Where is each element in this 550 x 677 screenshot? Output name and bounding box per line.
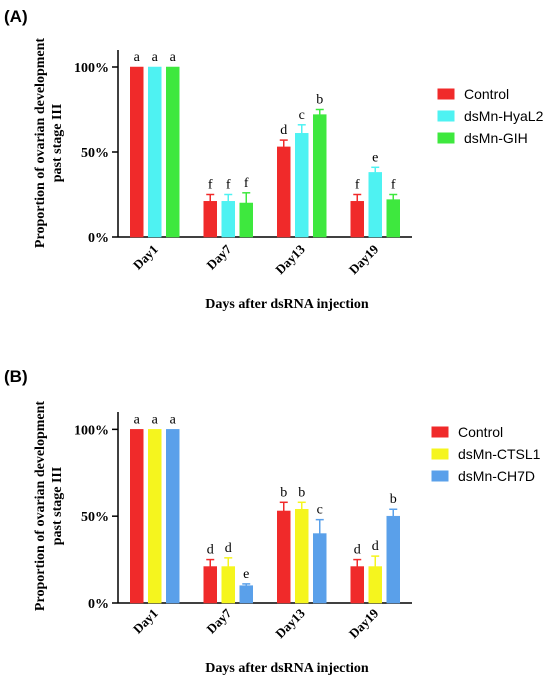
y-axis-label-line: Proportion of ovarian development [33,38,48,248]
panel-label: (A) [4,7,28,26]
bar [295,133,309,238]
significance-letter: f [391,178,396,193]
y-tick-label: 0% [88,597,109,612]
legend-swatch [431,448,449,460]
legend-swatch [437,110,455,122]
significance-letter: e [243,567,249,582]
y-tick-label: 100% [74,423,109,438]
significance-letter: b [316,93,323,108]
x-tick-label: Day1 [130,242,161,273]
significance-letter: f [244,176,249,191]
bar [148,66,162,238]
bar [239,202,253,238]
bar [203,201,217,238]
chart-panel-2: (B) Proportion of ovarian development past… [4,367,541,676]
significance-letter: e [372,150,378,165]
bar [386,515,400,604]
significance-letter: b [280,485,287,500]
significance-letter: f [355,178,360,193]
x-tick-label: Day13 [272,605,308,641]
legend-swatch [431,470,449,482]
bar [148,429,162,604]
x-axis-label: Days after dsRNA injection [205,661,369,676]
bar [130,66,144,238]
significance-letter: a [134,50,141,65]
legend-swatch [431,426,449,438]
bar [350,201,364,238]
legend-label: dsMn-HyaL2 [464,108,544,124]
bar [313,533,327,604]
bar [277,510,291,604]
legend-label: dsMn-CTSL1 [458,446,541,462]
bar [130,429,144,604]
x-tick-label: Day7 [203,605,234,636]
x-axis-label: Days after dsRNA injection [205,297,369,312]
bar [368,566,382,604]
bar [239,585,253,604]
y-tick-label: 50% [81,146,109,161]
y-axis-label-line: past stage III [50,104,65,183]
x-tick-label: Day19 [346,605,382,641]
y-axis-label-line: past stage III [50,467,65,546]
x-tick-label: Day19 [346,241,382,277]
significance-letter: d [207,543,214,558]
significance-letter: b [390,492,397,507]
legend-label: dsMn-GIH [464,130,528,146]
significance-letter: a [152,412,159,427]
significance-letter: c [317,503,323,518]
bar [166,66,180,238]
significance-letter: f [226,178,231,193]
legend-label: dsMn-CH7D [458,468,535,484]
panel-label: (B) [4,367,28,386]
y-axis-label-line: Proportion of ovarian development [33,401,48,611]
significance-letter: a [170,412,177,427]
bar [350,566,364,604]
significance-letter: f [208,178,213,193]
significance-letter: d [372,539,379,554]
legend-swatch [437,88,455,100]
y-tick-label: 0% [88,231,109,246]
y-axis-label: Proportion of ovarian development past st… [33,38,65,248]
bar [277,146,291,238]
significance-letter: b [298,485,305,500]
bar [203,566,217,604]
bar [295,508,309,604]
bar [221,201,235,238]
significance-letter: a [134,412,141,427]
bar [166,429,180,604]
bar [386,199,400,238]
significance-letter: a [152,50,159,65]
y-axis-label: Proportion of ovarian development past st… [33,401,65,611]
significance-letter: a [170,50,177,65]
significance-letter: c [299,108,305,123]
bar [221,566,235,604]
y-tick-label: 100% [74,61,109,76]
chart-panel-1: (A) Proportion of ovarian development past… [4,7,544,312]
significance-letter: d [280,123,287,138]
legend-swatch [437,132,455,144]
bar [313,114,327,238]
bar [368,172,382,238]
x-tick-label: Day13 [272,241,308,277]
legend-label: Control [458,424,503,440]
significance-letter: d [354,543,361,558]
y-tick-label: 50% [81,510,109,525]
legend-label: Control [464,86,509,102]
x-tick-label: Day1 [130,606,161,637]
significance-letter: d [225,541,232,556]
x-tick-label: Day7 [203,241,234,272]
